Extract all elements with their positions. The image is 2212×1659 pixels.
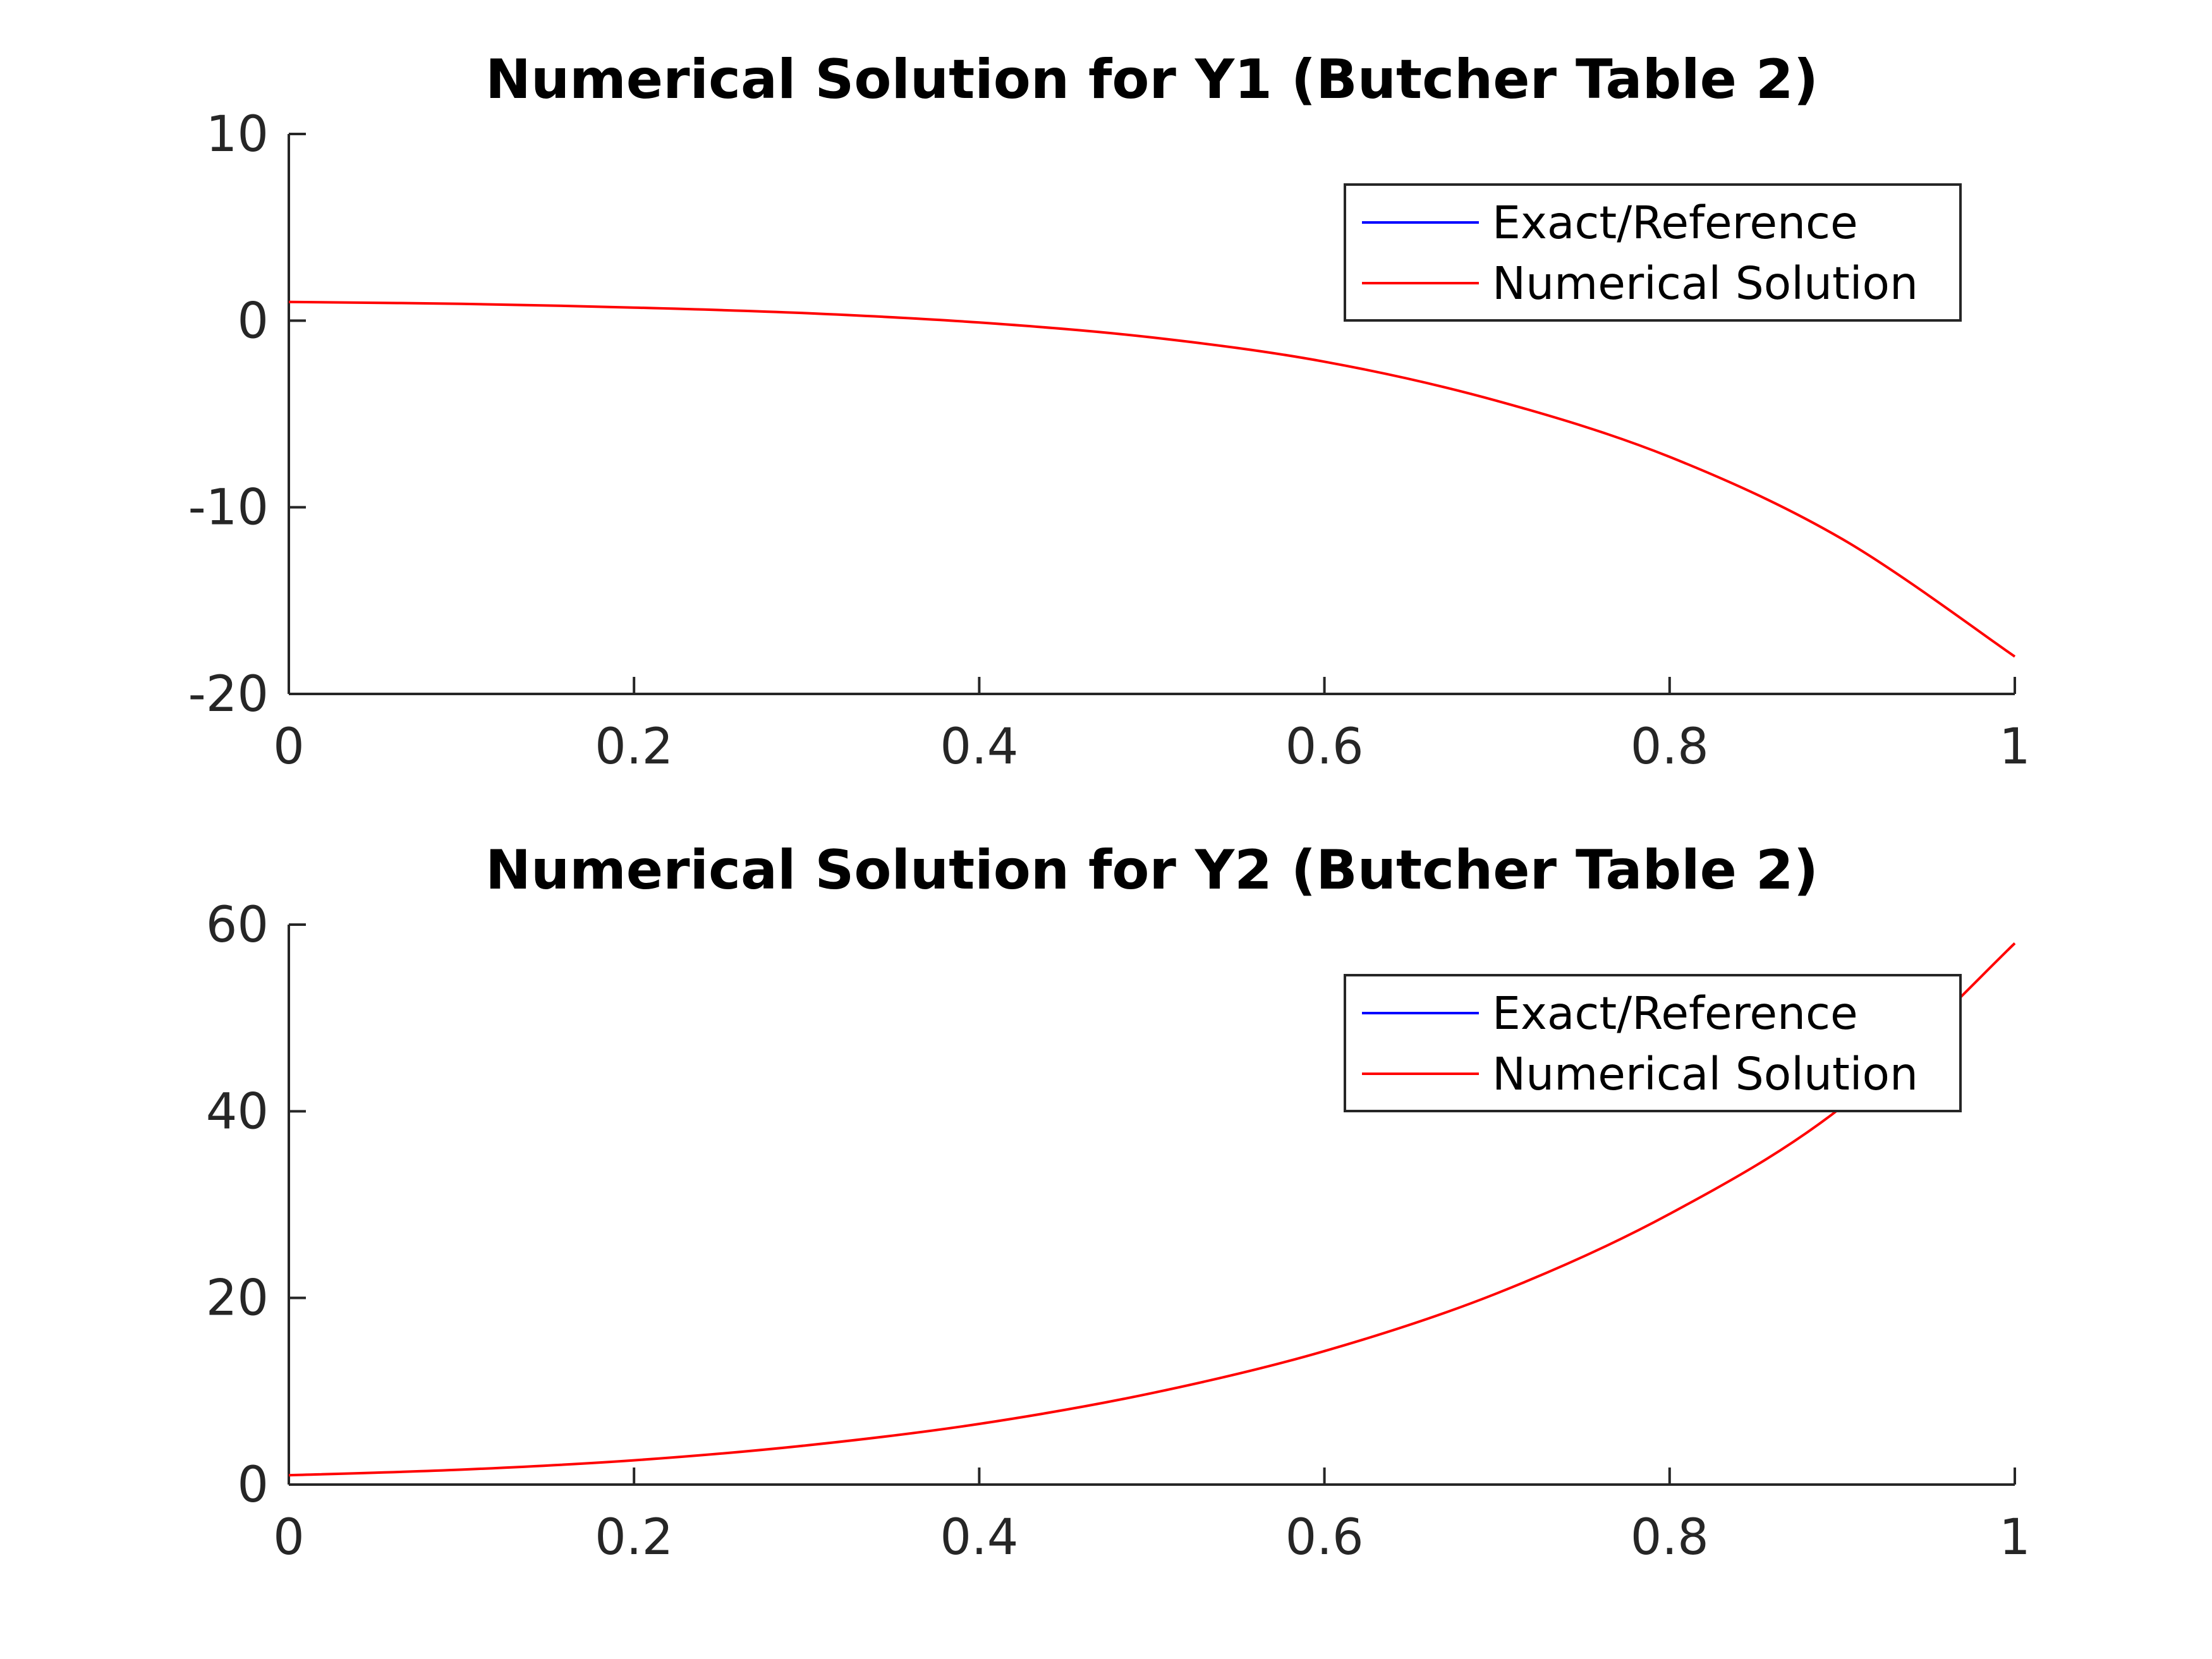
y-tick-label: 0: [237, 1457, 269, 1514]
x-tick-label: 0: [273, 1509, 305, 1566]
legend-box: [1344, 183, 1962, 322]
legend-label: Numerical Solution: [1492, 257, 1918, 310]
chart-title: Numerical Solution for Y2 (Butcher Table…: [485, 839, 1818, 902]
x-tick-label: 0.6: [1285, 1509, 1364, 1566]
x-tick-label: 0.4: [940, 1509, 1018, 1566]
legend-label: Exact/Reference: [1492, 987, 1858, 1040]
series-line-numerical-solution: [288, 300, 2016, 658]
x-tick-label: 0.8: [1631, 719, 1709, 775]
y-tick-label: -20: [188, 666, 269, 723]
chart-panel-1: Numerical Solution for Y1 (Butcher Table…: [188, 48, 2031, 775]
legend-label: Numerical Solution: [1492, 1048, 1918, 1100]
x-tick-label: 0.4: [940, 719, 1018, 775]
x-tick-label: 0.2: [595, 719, 673, 775]
x-tick-label: 0: [273, 719, 305, 775]
y-tick-label: 60: [206, 897, 269, 954]
x-tick-label: 0.2: [595, 1509, 673, 1566]
y-tick-label: -10: [188, 480, 269, 537]
chart-title: Numerical Solution for Y1 (Butcher Table…: [485, 48, 1818, 111]
x-tick-label: 1: [1999, 719, 2031, 775]
x-tick-label: 0.6: [1285, 719, 1364, 775]
x-tick-label: 1: [1999, 1509, 2031, 1566]
chart-panel-2: Numerical Solution for Y2 (Butcher Table…: [206, 839, 2031, 1566]
y-tick-label: 20: [206, 1270, 269, 1327]
series-line-numerical-solution: [288, 942, 2016, 1477]
y-tick-label: 10: [206, 106, 269, 163]
legend-box: [1344, 974, 1962, 1112]
legend-label: Exact/Reference: [1492, 197, 1858, 249]
y-tick-label: 0: [237, 293, 269, 349]
x-tick-label: 0.8: [1631, 1509, 1709, 1566]
y-tick-label: 40: [206, 1083, 269, 1140]
